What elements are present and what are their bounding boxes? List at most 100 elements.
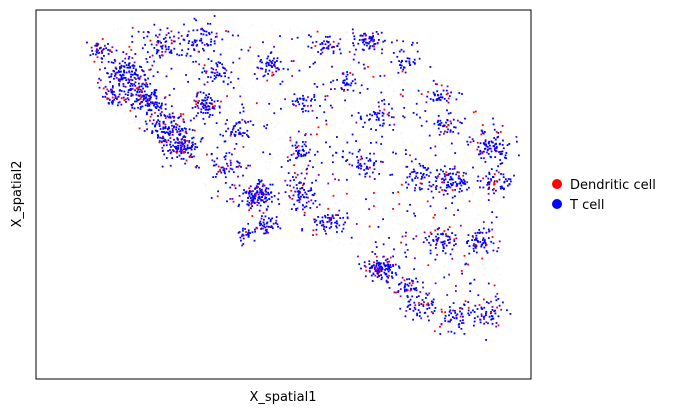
cell-point	[268, 69, 271, 72]
background-cell-point	[422, 77, 424, 80]
cell-point	[168, 113, 171, 116]
cell-point	[266, 222, 268, 225]
cell-point	[406, 249, 409, 251]
cell-point	[142, 70, 145, 73]
cell-point	[257, 196, 260, 199]
background-cell-point	[326, 52, 329, 54]
cell-point	[328, 218, 331, 221]
background-cell-point	[318, 64, 320, 66]
background-cell-point	[292, 163, 294, 166]
cell-point	[374, 274, 377, 277]
cell-point	[443, 173, 446, 175]
cell-point	[422, 241, 425, 244]
cell-point	[167, 131, 169, 134]
cell-point	[247, 49, 250, 52]
cell-point	[310, 133, 312, 136]
background-cell-point	[463, 211, 465, 213]
cell-point	[221, 38, 224, 41]
cell-point	[453, 238, 456, 241]
background-cell-point	[156, 118, 158, 120]
cell-point	[489, 144, 491, 147]
cell-point	[488, 171, 491, 174]
cell-point	[352, 42, 354, 44]
cell-point	[363, 38, 366, 41]
cell-point	[186, 144, 189, 147]
cell-point	[138, 78, 141, 81]
cell-point	[436, 240, 439, 242]
cell-point	[178, 141, 181, 143]
background-cell-point	[407, 259, 410, 261]
cell-point	[176, 149, 179, 151]
cell-point	[350, 82, 353, 85]
background-cell-point	[389, 245, 392, 248]
cell-point	[372, 75, 375, 78]
cell-point	[352, 58, 355, 61]
cell-point	[130, 48, 133, 51]
cell-point	[459, 182, 462, 185]
cell-point	[498, 240, 501, 243]
cell-point	[248, 202, 251, 204]
cell-point	[251, 215, 254, 217]
background-cell-point	[205, 190, 208, 193]
background-cell-point	[366, 119, 369, 122]
cell-point	[346, 216, 349, 219]
cell-point	[352, 32, 354, 35]
background-cell-point	[301, 189, 303, 191]
background-cell-point	[472, 201, 474, 204]
background-cell-point	[353, 195, 356, 197]
cell-point	[481, 257, 484, 260]
cell-point	[129, 109, 132, 112]
cell-point	[493, 183, 495, 186]
background-cell-point	[401, 79, 404, 82]
cell-point	[400, 66, 402, 69]
background-cell-point	[378, 153, 381, 155]
background-cell-point	[463, 166, 466, 169]
cell-point	[164, 115, 166, 117]
cell-point	[316, 116, 318, 119]
cell-point	[357, 61, 360, 64]
cell-point	[310, 104, 312, 107]
cell-point	[129, 78, 132, 81]
cell-point	[213, 74, 216, 77]
cell-point	[376, 41, 379, 44]
cell-point	[167, 139, 170, 142]
background-cell-point	[339, 145, 341, 147]
background-cell-point	[285, 208, 287, 210]
cell-point	[493, 180, 496, 183]
background-cell-point	[239, 212, 242, 214]
cell-point	[457, 119, 459, 122]
cell-point	[263, 184, 266, 187]
cell-point	[487, 228, 490, 231]
cell-point	[192, 61, 195, 63]
cell-point	[147, 109, 150, 112]
background-cell-point	[336, 39, 338, 42]
background-cell-point	[418, 259, 420, 261]
cell-point	[298, 181, 301, 184]
background-cell-point	[254, 148, 257, 150]
cell-point	[309, 207, 312, 209]
cell-point	[120, 66, 123, 69]
background-cell-point	[417, 238, 419, 240]
background-cell-point	[368, 86, 371, 88]
background-cell-point	[291, 65, 293, 68]
cell-point	[145, 85, 147, 88]
cell-point	[191, 129, 194, 131]
cell-point	[264, 232, 267, 235]
background-cell-point	[392, 104, 394, 107]
cell-point	[386, 275, 388, 278]
cell-point	[359, 163, 362, 165]
cell-point	[386, 258, 389, 260]
background-cell-point	[396, 68, 399, 71]
background-cell-point	[461, 220, 463, 223]
background-cell-point	[277, 154, 279, 157]
cell-point	[235, 122, 238, 125]
cell-point	[303, 206, 306, 209]
cell-point	[459, 187, 461, 190]
background-cell-point	[323, 190, 326, 192]
cell-point	[128, 81, 131, 83]
cell-point	[276, 67, 279, 69]
background-cell-point	[300, 62, 302, 64]
background-cell-point	[360, 129, 362, 131]
cell-point	[355, 48, 357, 51]
background-cell-point	[151, 128, 154, 130]
